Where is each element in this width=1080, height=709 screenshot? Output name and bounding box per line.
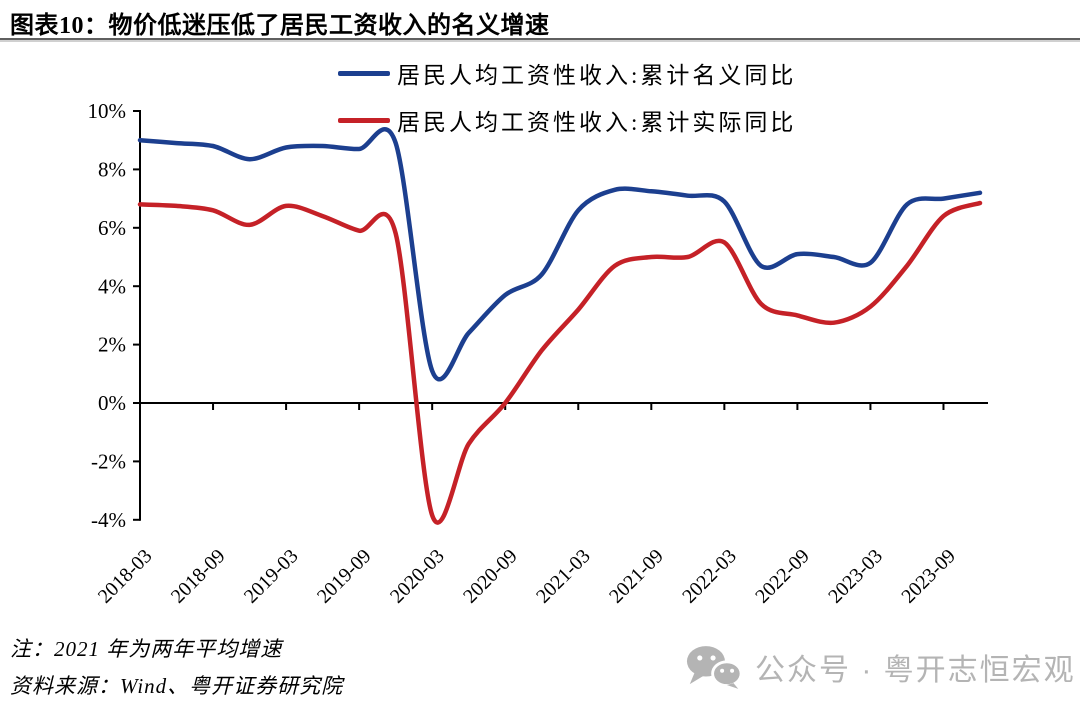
x-axis-tick-label: 2020-09 bbox=[459, 545, 522, 608]
x-axis-tick-label: 2023-03 bbox=[824, 545, 887, 608]
y-axis-tick-label: -4% bbox=[91, 508, 126, 532]
chart-note: 注：2021 年为两年平均增速 bbox=[10, 633, 282, 663]
series-line-real bbox=[140, 203, 980, 523]
x-axis-tick-label: 2022-09 bbox=[751, 545, 814, 608]
x-axis-tick-label: 2018-03 bbox=[94, 545, 157, 608]
watermark: 公众号 · 粤开志恒宏观 bbox=[686, 645, 1076, 689]
y-axis-tick-label: 4% bbox=[98, 274, 126, 298]
chart-source: 资料来源：Wind、粤开证券研究院 bbox=[10, 670, 343, 700]
y-axis-tick-label: 2% bbox=[98, 333, 126, 357]
line-chart: 10% 8% 6% 4% 2% 0% -2% -4% 2018-032018-092019-03… bbox=[0, 0, 1080, 709]
y-axis-tick-label: -2% bbox=[91, 450, 126, 474]
x-axis-tick-label: 2022-03 bbox=[678, 545, 741, 608]
watermark-text: 公众号 · 粤开志恒宏观 bbox=[755, 645, 1076, 689]
y-axis-tick-label: 10% bbox=[88, 99, 127, 123]
x-axis-tick-label: 2023-09 bbox=[897, 545, 960, 608]
y-axis-tick-label: 8% bbox=[98, 158, 126, 182]
wechat-icon bbox=[686, 645, 743, 689]
x-axis-tick-label: 2019-03 bbox=[240, 545, 303, 608]
x-axis-tick-label: 2019-09 bbox=[313, 545, 376, 608]
y-axis-tick-label: 0% bbox=[98, 391, 126, 415]
series-line-nominal bbox=[140, 129, 980, 379]
y-axis-tick-label: 6% bbox=[98, 216, 126, 240]
x-axis-tick-label: 2021-09 bbox=[605, 545, 668, 608]
x-axis-tick-label: 2018-09 bbox=[167, 545, 230, 608]
x-axis-tick-label: 2021-03 bbox=[532, 545, 595, 608]
x-axis-tick-label: 2020-03 bbox=[386, 545, 449, 608]
